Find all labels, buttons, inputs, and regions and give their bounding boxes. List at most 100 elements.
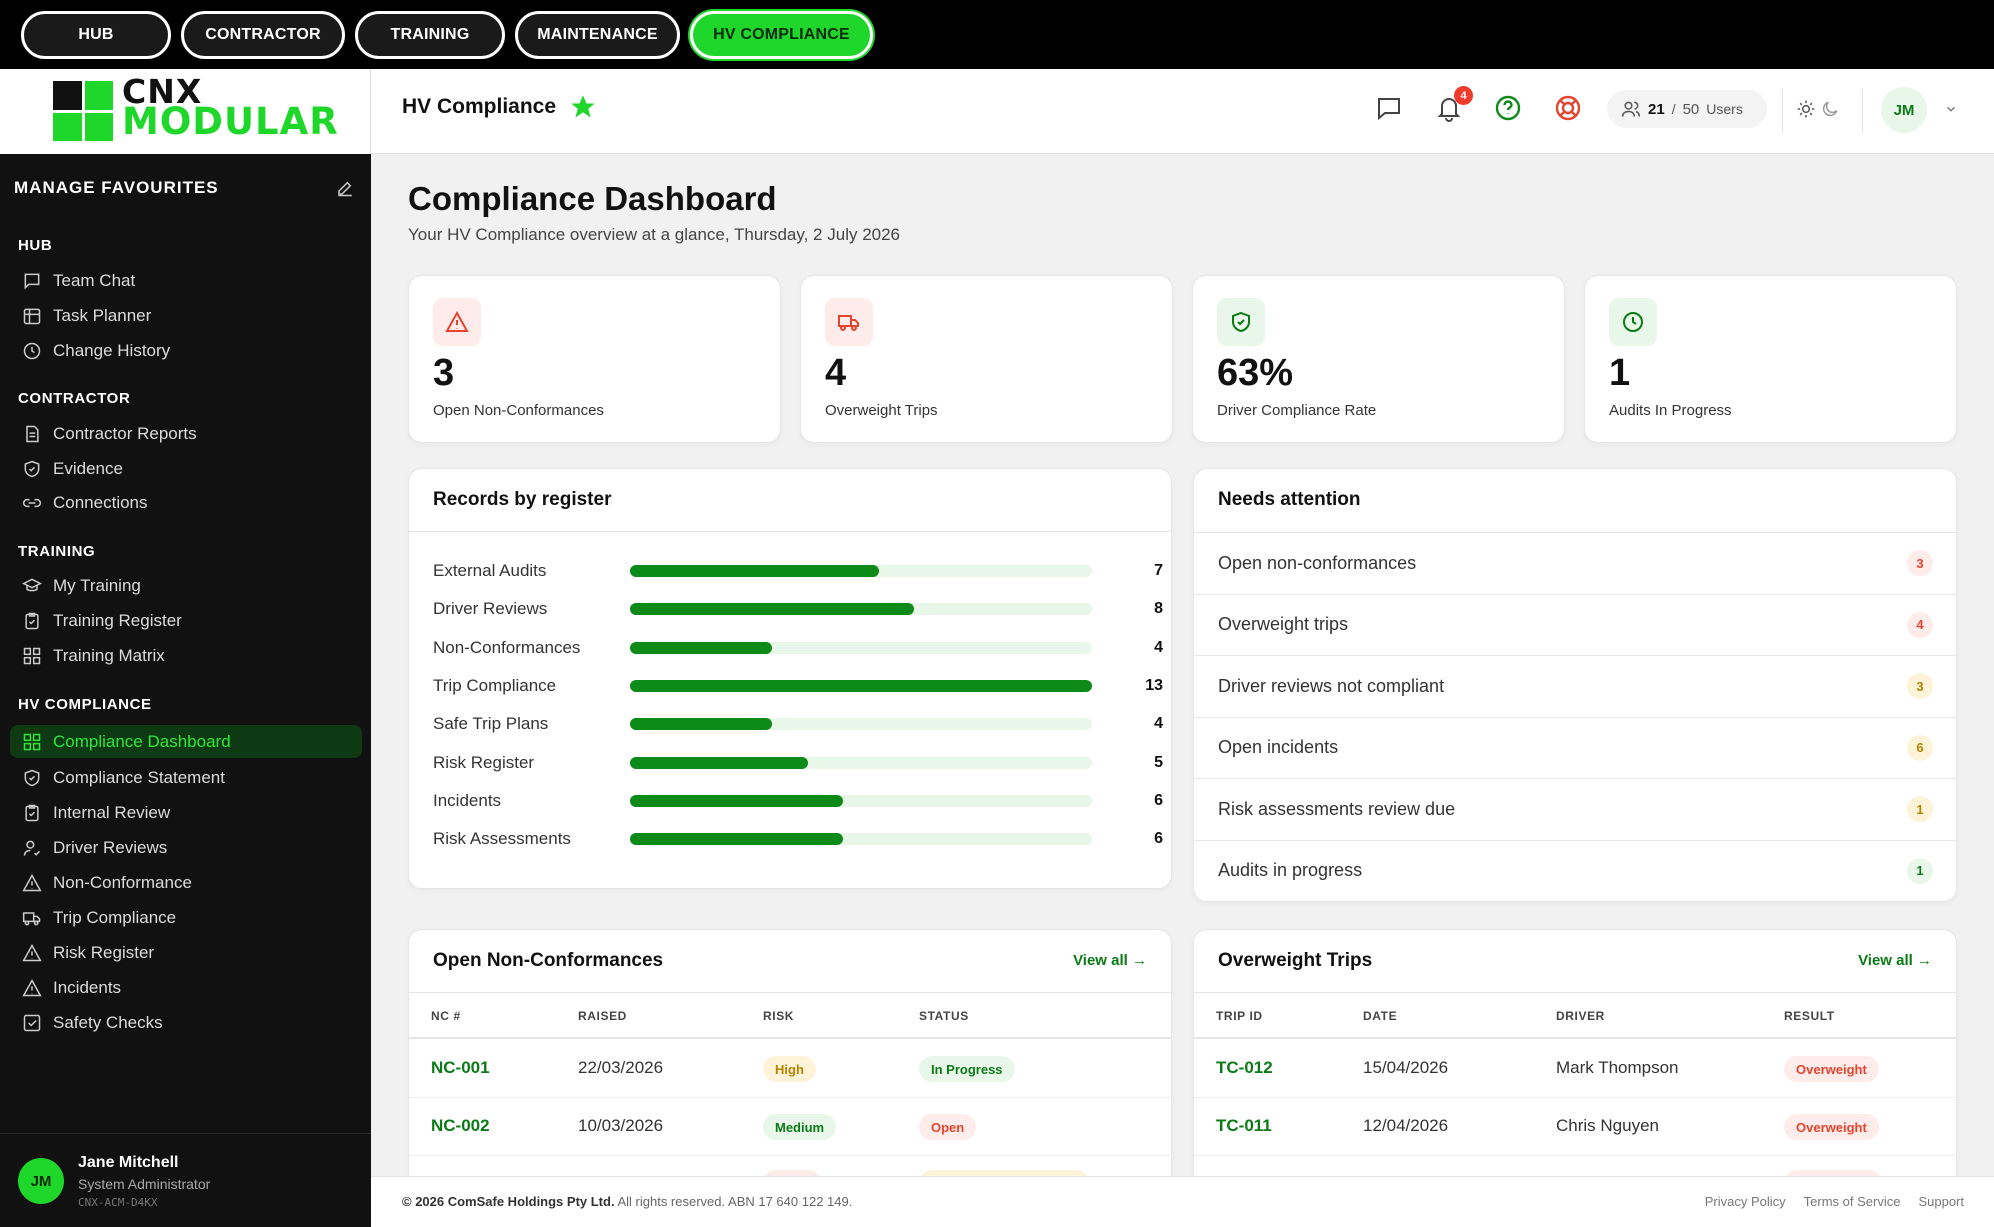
- warning-icon: [433, 298, 481, 346]
- register-bar-fill: [630, 603, 915, 616]
- privacy-policy-link[interactable]: Privacy Policy: [1704, 1194, 1786, 1209]
- edit-pencil-icon[interactable]: [336, 179, 354, 197]
- column-header[interactable]: DRIVER: [1556, 1009, 1605, 1023]
- sidebar-item-internal-review[interactable]: Internal Review: [10, 796, 362, 829]
- document-icon: [26, 425, 39, 442]
- warning-icon: [22, 943, 42, 961]
- header-avatar[interactable]: JM: [1881, 87, 1927, 133]
- rights-text: All rights reserved. ABN 17 640 122 149.: [614, 1194, 853, 1209]
- attention-label: Overweight trips: [1218, 614, 1349, 634]
- register-bar-row[interactable]: Risk Register 5: [433, 748, 1163, 778]
- trip-id[interactable]: TC-012: [1216, 1058, 1273, 1077]
- sidebar-item-driver-reviews[interactable]: Driver Reviews: [10, 831, 362, 864]
- sidebar-item-change-history[interactable]: Change History: [10, 334, 362, 367]
- sidebar-item-team-chat[interactable]: Team Chat: [10, 264, 362, 297]
- kpi-card-audits[interactable]: 1 Audits In Progress: [1584, 275, 1957, 443]
- trip-driver: Mark Thompson: [1556, 1058, 1679, 1077]
- tab-hv-compliance[interactable]: HV COMPLIANCE: [690, 10, 873, 59]
- sidebar-item-training-register[interactable]: Training Register: [10, 604, 362, 637]
- sidebar-item-training-matrix[interactable]: Training Matrix: [10, 639, 362, 672]
- register-bar-fill: [630, 679, 1092, 692]
- sidebar-item-risk-register[interactable]: Risk Register: [10, 936, 362, 969]
- sidebar-item-connections[interactable]: Connections: [10, 486, 362, 519]
- kpi-label: Driver Compliance Rate: [1217, 402, 1377, 419]
- tab-training[interactable]: TRAINING: [355, 10, 505, 59]
- favourite-star-icon[interactable]: [569, 93, 597, 121]
- support-link[interactable]: Support: [1918, 1194, 1964, 1209]
- table-row[interactable]: NC-002 10/03/2026 Medium Open: [409, 1098, 1171, 1156]
- nc-raised-date: 22/03/2026: [578, 1058, 664, 1077]
- sidebar-item-incidents[interactable]: Incidents: [10, 971, 362, 1004]
- brand-logo[interactable]: CNX MODULAR: [0, 69, 371, 154]
- register-bar-track: [630, 833, 1092, 846]
- column-header[interactable]: RAISED: [578, 1009, 627, 1023]
- register-bar-row[interactable]: Risk Assessments 6: [433, 824, 1163, 854]
- kpi-card-driver-compliance[interactable]: 63% Driver Compliance Rate: [1192, 275, 1565, 443]
- kpi-card-non-conformances[interactable]: 3 Open Non-Conformances: [408, 275, 781, 443]
- kpi-value: 4: [825, 352, 847, 394]
- open-non-conformances-panel: Open Non-Conformances View all → NC # RA…: [408, 929, 1172, 1189]
- nc-id[interactable]: NC-002: [431, 1116, 490, 1135]
- terms-of-service-link[interactable]: Terms of Service: [1803, 1194, 1901, 1209]
- messages-button[interactable]: [1374, 93, 1404, 123]
- attention-item[interactable]: Open non-conformances 3: [1194, 532, 1956, 593]
- view-all-link[interactable]: View all →: [1858, 952, 1932, 969]
- column-header[interactable]: NC #: [431, 1009, 461, 1023]
- sidebar-item-compliance-dashboard[interactable]: Compliance Dashboard: [10, 725, 362, 758]
- column-header[interactable]: STATUS: [919, 1009, 969, 1023]
- table-row[interactable]: NC-001 22/03/2026 High In Progress: [409, 1040, 1171, 1098]
- column-header[interactable]: DATE: [1363, 1009, 1398, 1023]
- theme-toggle[interactable]: [1796, 97, 1844, 121]
- page-footer: © 2026 ComSafe Holdings Pty Ltd. All rig…: [371, 1176, 1994, 1227]
- view-all-link[interactable]: View all →: [1073, 952, 1147, 969]
- register-bar-row[interactable]: Safe Trip Plans 4: [433, 709, 1163, 739]
- sidebar-item-safety-checks[interactable]: Safety Checks: [10, 1006, 362, 1039]
- sidebar-item-trip-compliance[interactable]: Trip Compliance: [10, 901, 362, 934]
- sidebar-item-task-planner[interactable]: Task Planner: [10, 299, 362, 332]
- warning-icon: [22, 873, 42, 891]
- help-button[interactable]: [1493, 93, 1523, 123]
- needs-attention-panel: Needs attention Open non-conformances 3 Ov…: [1193, 468, 1957, 902]
- attention-item[interactable]: Audits in progress 1: [1194, 839, 1956, 901]
- register-count: 6: [1154, 791, 1163, 809]
- sidebar-item-non-conformance[interactable]: Non-Conformance: [10, 866, 362, 899]
- dashboard-icon: [23, 733, 41, 750]
- kpi-card-overweight-trips[interactable]: 4 Overweight Trips: [800, 275, 1173, 443]
- user-count-pill[interactable]: 21 / 50 Users: [1607, 90, 1767, 128]
- chat-icon: [24, 273, 40, 289]
- register-bar-track: [630, 679, 1092, 692]
- register-bar-row[interactable]: Non-Conformances 4: [433, 633, 1163, 663]
- register-label: Incidents: [433, 790, 502, 810]
- register-count: 4: [1154, 715, 1163, 733]
- attention-item[interactable]: Risk assessments review due 1: [1194, 778, 1956, 839]
- register-bar-row[interactable]: External Audits 7: [433, 556, 1163, 586]
- register-bar-row[interactable]: Trip Compliance 13: [433, 671, 1163, 701]
- register-bar-row[interactable]: Driver Reviews 8: [433, 594, 1163, 624]
- nc-id[interactable]: NC-001: [431, 1058, 490, 1077]
- tab-contractor[interactable]: CONTRACTOR: [181, 10, 345, 59]
- column-header[interactable]: TRIP ID: [1216, 1009, 1263, 1023]
- trip-id[interactable]: TC-011: [1216, 1116, 1272, 1135]
- clock-icon: [1609, 298, 1657, 346]
- users-max: 50: [1682, 100, 1700, 118]
- column-header[interactable]: RISK: [763, 1009, 795, 1023]
- table-header: NC # RAISED RISK STATUS: [409, 992, 1171, 1039]
- tab-hub[interactable]: HUB: [21, 10, 171, 59]
- sidebar-item-my-training[interactable]: My Training: [10, 569, 362, 602]
- attention-item[interactable]: Driver reviews not compliant 3: [1194, 655, 1956, 716]
- tab-maintenance[interactable]: MAINTENANCE: [515, 10, 680, 59]
- column-header[interactable]: RESULT: [1784, 1009, 1835, 1023]
- table-row[interactable]: TC-011 12/04/2026 Chris Nguyen Overweigh…: [1194, 1098, 1956, 1156]
- register-bar-row[interactable]: Incidents 6: [433, 786, 1163, 816]
- user-profile[interactable]: JM Jane Mitchell System Administrator CN…: [0, 1133, 371, 1227]
- sidebar-item-contractor-reports[interactable]: Contractor Reports: [10, 417, 362, 450]
- attention-item[interactable]: Open incidents 6: [1194, 716, 1956, 778]
- table-row[interactable]: TC-012 15/04/2026 Mark Thompson Overweig…: [1194, 1040, 1956, 1098]
- sidebar-item-compliance-statement[interactable]: Compliance Statement: [10, 761, 362, 794]
- attention-item[interactable]: Overweight trips 4: [1194, 593, 1956, 655]
- chevron-down-icon[interactable]: [1944, 102, 1958, 116]
- support-button[interactable]: [1553, 93, 1583, 123]
- attention-label: Audits in progress: [1218, 860, 1363, 880]
- sidebar-item-evidence[interactable]: Evidence: [10, 452, 362, 485]
- notifications-button[interactable]: [1434, 93, 1464, 123]
